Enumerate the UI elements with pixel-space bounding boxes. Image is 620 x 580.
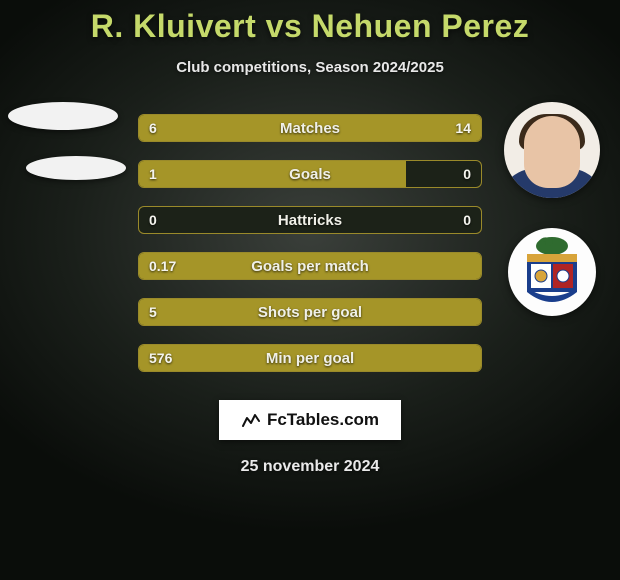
bar-left-fill	[139, 115, 242, 141]
right-player-column	[504, 102, 600, 316]
page-title: R. Kluivert vs Nehuen Perez	[0, 8, 620, 45]
comparison-card: R. Kluivert vs Nehuen Perez Club competi…	[0, 0, 620, 580]
stat-row: 614Matches	[138, 114, 482, 142]
brand-icon	[241, 410, 261, 430]
stat-bars: 614Matches10Goals00Hattricks0.17Goals pe…	[138, 114, 482, 390]
left-player-avatar-placeholder	[8, 102, 118, 130]
stat-value-left: 0	[149, 207, 157, 233]
bar-left-fill	[139, 299, 481, 325]
bar-left-fill	[139, 253, 481, 279]
stat-label: Hattricks	[139, 207, 481, 233]
left-club-badge-placeholder	[26, 156, 126, 180]
stat-row: 0 0Hattricks	[138, 206, 482, 234]
stat-row: 0.17Goals per match	[138, 252, 482, 280]
bar-left-fill	[139, 345, 481, 371]
club-crest-icon	[517, 234, 587, 310]
stat-value-right: 0	[463, 161, 471, 187]
avatar-face	[524, 116, 580, 188]
stat-row: 5Shots per goal	[138, 298, 482, 326]
left-player-column	[8, 102, 126, 180]
brand-badge: FcTables.com	[219, 400, 401, 440]
bar-left-fill	[139, 161, 406, 187]
stats-area: 614Matches10Goals00Hattricks0.17Goals pe…	[0, 114, 620, 394]
subtitle: Club competitions, Season 2024/2025	[0, 59, 620, 76]
right-club-badge	[508, 228, 596, 316]
footer: FcTables.com 25 november 2024	[0, 400, 620, 476]
stat-value-right: 0	[463, 207, 471, 233]
bar-right-fill	[242, 115, 481, 141]
right-player-avatar	[504, 102, 600, 198]
brand-text: FcTables.com	[267, 410, 379, 430]
stat-row: 576Min per goal	[138, 344, 482, 372]
stat-row: 10Goals	[138, 160, 482, 188]
date-text: 25 november 2024	[0, 458, 620, 476]
